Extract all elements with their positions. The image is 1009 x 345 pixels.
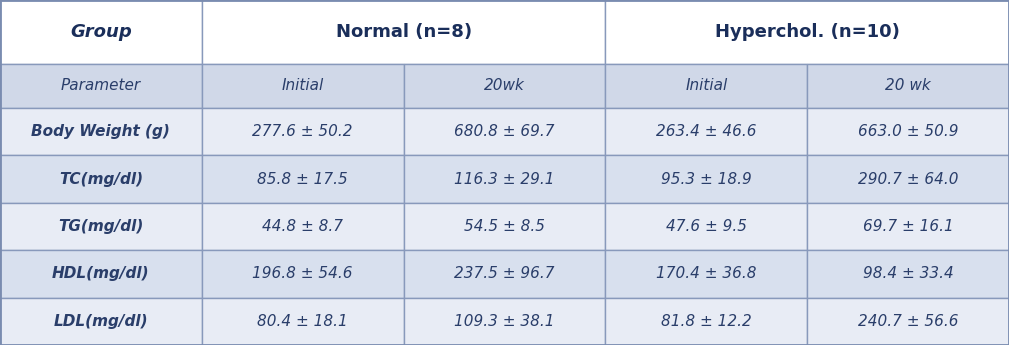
Text: 170.4 ± 36.8: 170.4 ± 36.8 [656, 266, 757, 282]
Text: 80.4 ± 18.1: 80.4 ± 18.1 [257, 314, 348, 329]
Text: 54.5 ± 8.5: 54.5 ± 8.5 [464, 219, 545, 234]
Text: HDL(mg/dl): HDL(mg/dl) [52, 266, 149, 282]
Text: Normal (n=8): Normal (n=8) [336, 23, 471, 41]
Bar [605, 203, 807, 250]
Text: 47.6 ± 9.5: 47.6 ± 9.5 [666, 219, 747, 234]
Text: 663.0 ± 50.9: 663.0 ± 50.9 [858, 124, 959, 139]
Text: 95.3 ± 18.9: 95.3 ± 18.9 [661, 171, 752, 187]
Text: Initial: Initial [685, 78, 727, 93]
Text: 196.8 ± 54.6: 196.8 ± 54.6 [252, 266, 353, 282]
Text: 81.8 ± 12.2: 81.8 ± 12.2 [661, 314, 752, 329]
Bar [605, 155, 807, 203]
Text: Hyperchol. (n=10): Hyperchol. (n=10) [714, 23, 900, 41]
Bar [605, 108, 807, 155]
Bar [807, 203, 1009, 250]
Text: 240.7 ± 56.6: 240.7 ± 56.6 [858, 314, 959, 329]
Text: Initial: Initial [282, 78, 324, 93]
Text: 44.8 ± 8.7: 44.8 ± 8.7 [262, 219, 343, 234]
Bar [202, 298, 404, 345]
Text: TG(mg/dl): TG(mg/dl) [59, 219, 143, 234]
Bar [807, 108, 1009, 155]
Bar [404, 155, 605, 203]
Bar [807, 298, 1009, 345]
Text: Body Weight (g): Body Weight (g) [31, 124, 171, 139]
Text: LDL(mg/dl): LDL(mg/dl) [53, 314, 148, 329]
Bar [0, 108, 202, 155]
Text: TC(mg/dl): TC(mg/dl) [59, 171, 143, 187]
Bar [202, 250, 404, 298]
Bar [0, 64, 202, 108]
Bar [0, 250, 202, 298]
Bar [605, 64, 807, 108]
Text: 263.4 ± 46.6: 263.4 ± 46.6 [656, 124, 757, 139]
Text: 69.7 ± 16.1: 69.7 ± 16.1 [863, 219, 954, 234]
Text: 290.7 ± 64.0: 290.7 ± 64.0 [858, 171, 959, 187]
Bar [202, 203, 404, 250]
Text: Group: Group [70, 23, 132, 41]
Text: Parameter: Parameter [61, 78, 141, 93]
Bar [807, 155, 1009, 203]
Bar [807, 250, 1009, 298]
Bar [202, 64, 404, 108]
Text: 116.3 ± 29.1: 116.3 ± 29.1 [454, 171, 555, 187]
Bar [202, 0, 605, 64]
Text: 85.8 ± 17.5: 85.8 ± 17.5 [257, 171, 348, 187]
Text: 237.5 ± 96.7: 237.5 ± 96.7 [454, 266, 555, 282]
Bar [0, 203, 202, 250]
Bar [0, 298, 202, 345]
Text: 109.3 ± 38.1: 109.3 ± 38.1 [454, 314, 555, 329]
Bar [807, 64, 1009, 108]
Text: 277.6 ± 50.2: 277.6 ± 50.2 [252, 124, 353, 139]
Bar [605, 0, 1009, 64]
Bar [404, 108, 605, 155]
Text: 98.4 ± 33.4: 98.4 ± 33.4 [863, 266, 954, 282]
Text: 680.8 ± 69.7: 680.8 ± 69.7 [454, 124, 555, 139]
Bar [605, 250, 807, 298]
Bar [404, 298, 605, 345]
Bar [202, 155, 404, 203]
Bar [404, 250, 605, 298]
Bar [0, 155, 202, 203]
Bar [404, 203, 605, 250]
Bar [404, 64, 605, 108]
Bar [605, 298, 807, 345]
Bar [202, 108, 404, 155]
Text: 20wk: 20wk [484, 78, 525, 93]
Bar [0, 0, 202, 64]
Text: 20 wk: 20 wk [885, 78, 931, 93]
